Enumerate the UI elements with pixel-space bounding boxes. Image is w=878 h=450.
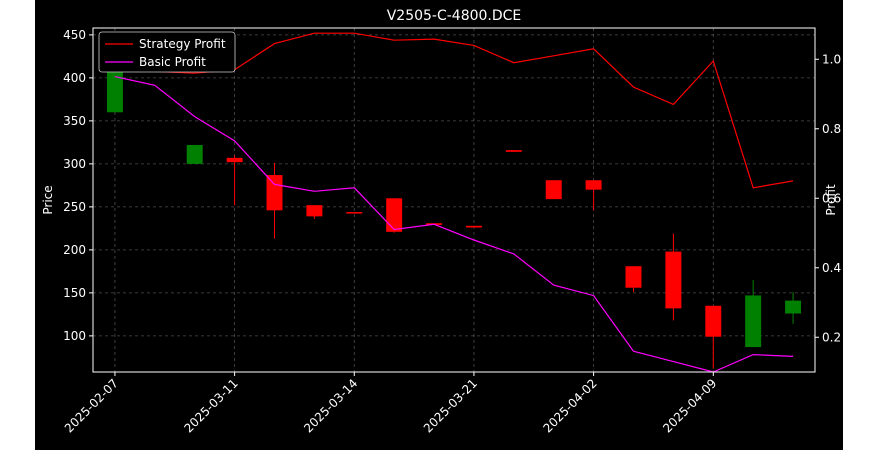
candle-body [186,144,203,164]
chart-svg: 100 150 200 250 300 350 400 450 0.2 0.4 0.6 0.8 1.0 2… [41,8,841,435]
y2-tick-label: 0.4 [822,261,841,275]
candle-body [266,175,283,211]
candle-body [226,157,243,163]
basic-profit-line [114,76,794,373]
candle-body [745,295,762,348]
plot-frame [92,27,816,373]
y-tick-label: 150 [63,286,86,300]
x-tick-label: 2025-02-07 [62,376,121,435]
candle-body [585,180,602,190]
y-tick-label: 350 [63,114,86,128]
x-tick-label: 2025-03-11 [182,376,241,435]
y2-tick-label: 1.0 [822,52,841,66]
candle-body [505,150,522,152]
chart-title: V2505-C-4800.DCE [387,8,522,24]
y2-tick-label: 0.6 [822,191,841,205]
y-axis-label: Price [41,185,55,214]
candle-body [545,180,562,200]
candle-body [346,212,363,214]
candle-body [705,305,722,337]
candle-body [306,205,323,217]
candle-layer [106,69,802,369]
legend-label-basic: Basic Profit [139,55,206,69]
y-tick-label: 100 [63,329,86,343]
y2-axis-label: Profit [824,184,838,216]
x-tick-label: 2025-04-09 [660,376,719,435]
y2-tick-label: 0.8 [822,122,841,136]
legend-label-strategy: Strategy Profit [139,37,226,51]
line-layer [114,32,794,373]
candle-body [625,266,642,288]
y-tick-label: 450 [63,28,86,42]
legend: Strategy Profit Basic Profit [98,31,236,73]
x-tick-label: 2025-03-14 [301,376,360,435]
y2-tick-label: 0.2 [822,330,841,344]
candle-body [386,198,403,232]
candle-body [106,69,123,113]
candle-body [785,300,802,314]
chart-figure: 100 150 200 250 300 350 400 450 0.2 0.4 0.6 0.8 1.0 2… [35,0,843,450]
y-tick-label: 400 [63,71,86,85]
x-tick-label: 2025-03-21 [421,376,480,435]
candle-body [665,251,682,309]
y-tick-label: 200 [63,243,86,257]
grid-layer [93,28,815,372]
y-tick-label: 300 [63,157,86,171]
x-tick-label: 2025-04-02 [541,376,600,435]
candle-body [465,225,482,228]
y-tick-label: 250 [63,200,86,214]
